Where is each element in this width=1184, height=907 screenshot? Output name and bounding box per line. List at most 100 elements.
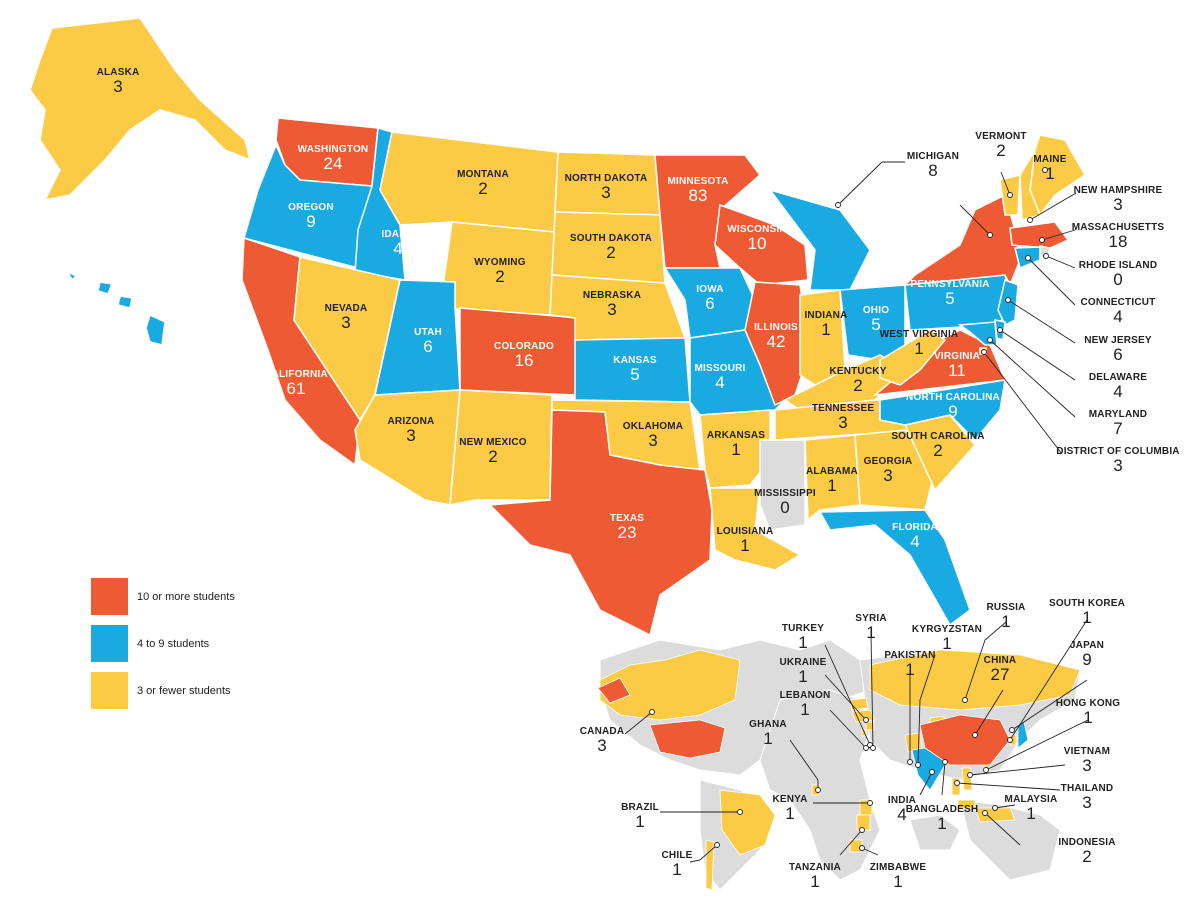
country-value: 1 [1026,804,1035,823]
country-name: TANZANIA [789,862,841,873]
country-name: BRAZIL [621,802,659,813]
state-name: CALIFORNIA [264,369,328,380]
country-value: 1 [937,814,946,833]
callout-line-india [919,771,933,796]
labels: ALASKA3HAWAII4WASHINGTON24OREGON9CALIFOR… [97,67,1180,891]
callout-line-connecticut [1027,257,1076,306]
callout-dot-india [929,769,935,775]
state-name: MONTANA [457,169,509,180]
callout-line-new-hampshire [1029,192,1077,221]
state-value: 3 [406,426,415,445]
country-value: 1 [672,860,681,879]
legend-label: 4 to 9 students [137,638,210,650]
state-north-carolina [879,379,1006,442]
country-value: 1 [798,633,807,652]
callout-line-district-of-columbia [983,351,1063,455]
state-name: SOUTH CAROLINA [891,431,984,442]
state-value: 18 [1109,232,1128,251]
callout-line-delaware [999,329,1076,381]
state-name: MARYLAND [1089,409,1147,420]
callout-line-malaysia [994,804,1016,809]
callout-dot-new-hampshire [1027,217,1033,223]
callout-line-vermont [1000,171,1011,196]
callout-dot-new-york [987,232,993,238]
country-brazil [719,789,776,856]
callout-dot-michigan [835,202,841,208]
state-value: 61 [287,379,306,398]
state-value: 3 [1113,195,1122,214]
state-value: 1 [914,339,923,358]
state-name: RHODE ISLAND [1079,260,1158,271]
state-value: 3 [113,77,122,96]
legend-label: 10 or more students [137,591,235,603]
callout-dot-hong-kong [983,767,989,773]
state-name: ALASKA [97,67,140,78]
country-value: 1 [800,700,809,719]
state-mississippi [759,439,806,531]
callout-line-ghana [789,739,819,790]
country-russia [869,649,1081,711]
world-landmass [909,814,961,851]
state-value: 0 [1113,270,1122,289]
callout-dot-japan [1009,727,1015,733]
state-name: VIRGINIA [934,351,980,362]
callout-line-kyrgyzstan [917,654,936,766]
state-value: 1 [731,440,740,459]
callout-dot-kenya [867,800,873,806]
country-name: BANGLADESH [906,804,979,815]
callout-dot-new-jersey [1005,297,1011,303]
callout-dot-maine [1042,167,1048,173]
country-name: CHILE [662,850,693,861]
country-tanzania [856,814,871,831]
legend: 10 or more students 4 to 9 students 3 or f… [91,578,235,709]
callout-dot-ghana [815,787,821,793]
callout-line-thailand [956,782,1061,791]
country-value: 1 [942,634,951,653]
legend-swatch [91,625,128,662]
country-value: 3 [1082,793,1091,812]
country-value: 1 [635,812,644,831]
callout-dot-canada [649,709,655,715]
country-name: THAILAND [1061,783,1114,794]
state-value: 6 [1113,345,1122,364]
state-name: WISCONSIN [727,224,787,235]
state-value: 1 [1045,164,1054,183]
state-value: 4 [113,284,122,303]
country-zimbabwe [849,839,863,853]
callout-dot-district-of-columbia [981,349,987,355]
legend-swatch [91,578,128,615]
state-new-hampshire [1019,149,1042,221]
callout-dot-indonesia [982,810,988,816]
state-name: WASHINGTON [298,144,369,155]
callout-line-syria [870,634,874,749]
state-value: 9 [948,402,957,421]
country-name: MALAYSIA [1005,794,1058,805]
state-name: HAWAII [100,274,137,285]
state-name: NORTH CAROLINA [906,392,1000,403]
state-value: 1 [740,536,749,555]
